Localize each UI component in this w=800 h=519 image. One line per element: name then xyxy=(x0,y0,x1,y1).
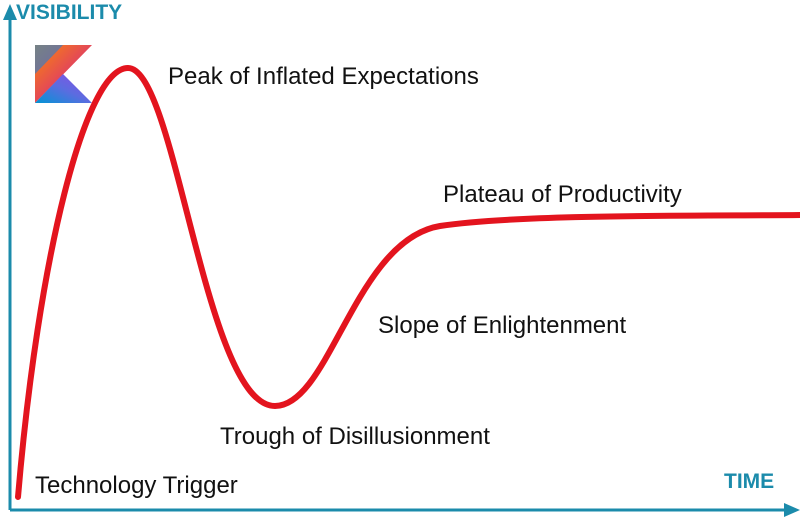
phase-label: Technology Trigger xyxy=(35,472,238,499)
phase-label: Slope of Enlightenment xyxy=(378,312,627,339)
y-axis-label: VISIBILITY xyxy=(16,1,122,24)
axes xyxy=(3,4,800,517)
x-axis-arrow xyxy=(784,503,800,517)
phase-label: Trough of Disillusionment xyxy=(220,423,490,450)
y-axis-arrow xyxy=(3,4,17,20)
phase-label: Peak of Inflated Expectations xyxy=(168,63,479,90)
x-axis-label: TIME xyxy=(724,470,774,493)
phase-label: Plateau of Productivity xyxy=(443,181,682,208)
hype-curve xyxy=(15,64,800,500)
kotlin-logo xyxy=(35,45,92,103)
